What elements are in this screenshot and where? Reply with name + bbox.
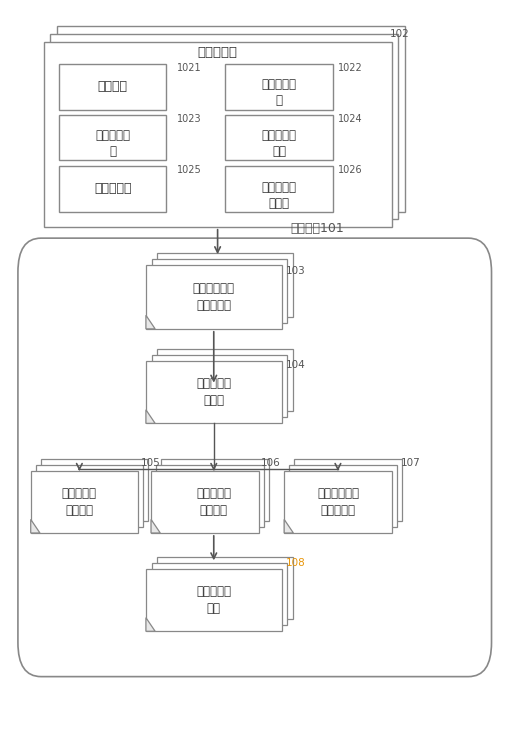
Text: 1021: 1021	[177, 63, 201, 73]
Text: 变电容载比
组: 变电容载比 组	[262, 78, 296, 107]
Text: 电力信息集: 电力信息集	[198, 46, 238, 60]
Text: 备选线路剩余
使用时长组: 备选线路剩余 使用时长组	[317, 487, 359, 517]
Polygon shape	[146, 410, 155, 423]
Text: 108: 108	[286, 558, 306, 569]
Text: 103: 103	[286, 265, 306, 276]
Polygon shape	[31, 519, 40, 533]
Bar	[31, 471, 138, 533]
Text: 电压超限时
长组: 电压超限时 长组	[262, 129, 296, 158]
Bar	[294, 459, 402, 521]
Polygon shape	[152, 309, 161, 323]
Text: 异常电力信
息组: 异常电力信 息组	[196, 585, 231, 615]
Bar	[157, 349, 293, 411]
Bar	[59, 64, 166, 110]
Polygon shape	[284, 519, 293, 533]
Text: 运行时长组: 运行时长组	[94, 182, 132, 196]
Bar	[225, 115, 333, 160]
Text: 1026: 1026	[338, 165, 362, 175]
Text: 106: 106	[261, 458, 281, 469]
Text: 备选电压合
格率组: 备选电压合 格率组	[196, 377, 231, 407]
Polygon shape	[41, 507, 50, 521]
Bar	[36, 465, 143, 527]
Bar	[152, 355, 287, 417]
Bar	[146, 569, 282, 631]
Bar	[289, 465, 397, 527]
Bar	[225, 64, 333, 110]
Bar	[157, 253, 293, 317]
Text: 线路剩余使
用时长: 线路剩余使 用时长	[262, 181, 296, 209]
Text: 1024: 1024	[338, 113, 362, 124]
Bar	[146, 265, 282, 329]
Bar	[50, 34, 398, 219]
Bar	[59, 115, 166, 160]
Bar	[146, 361, 282, 423]
Bar	[151, 471, 259, 533]
Polygon shape	[36, 513, 45, 527]
Polygon shape	[294, 507, 304, 521]
Text: 备选变电容
载比组集: 备选变电容 载比组集	[62, 487, 97, 517]
Bar	[161, 459, 269, 521]
Bar	[41, 459, 148, 521]
Bar	[44, 42, 392, 227]
Text: 计算设备101: 计算设备101	[291, 222, 344, 235]
Bar	[156, 465, 264, 527]
Text: 1023: 1023	[177, 113, 201, 124]
FancyBboxPatch shape	[18, 238, 492, 677]
Polygon shape	[151, 519, 160, 533]
Bar	[284, 471, 392, 533]
Bar	[152, 259, 287, 323]
Text: 线路容载比
组: 线路容载比 组	[95, 129, 130, 158]
Polygon shape	[289, 513, 298, 527]
Polygon shape	[152, 404, 161, 417]
Bar	[57, 26, 405, 212]
Bar	[59, 166, 166, 212]
Polygon shape	[157, 303, 166, 317]
Polygon shape	[156, 513, 165, 527]
Text: 电路名称: 电路名称	[98, 80, 127, 94]
Bar	[157, 557, 293, 619]
Text: 所确定的均值
电压合格率: 所确定的均值 电压合格率	[193, 282, 235, 311]
Text: 1022: 1022	[338, 63, 362, 73]
Polygon shape	[152, 612, 161, 625]
Text: 107: 107	[401, 458, 421, 469]
Text: 102: 102	[390, 29, 409, 39]
Polygon shape	[157, 606, 166, 619]
Polygon shape	[157, 398, 166, 411]
Polygon shape	[146, 618, 155, 631]
Bar	[225, 166, 333, 212]
Text: 备选线路容
载比组集: 备选线路容 载比组集	[196, 487, 231, 517]
Text: 105: 105	[141, 458, 161, 469]
Text: 1025: 1025	[177, 165, 201, 175]
Polygon shape	[146, 315, 155, 329]
Text: 104: 104	[286, 360, 306, 370]
Bar	[152, 563, 287, 625]
Polygon shape	[161, 507, 170, 521]
